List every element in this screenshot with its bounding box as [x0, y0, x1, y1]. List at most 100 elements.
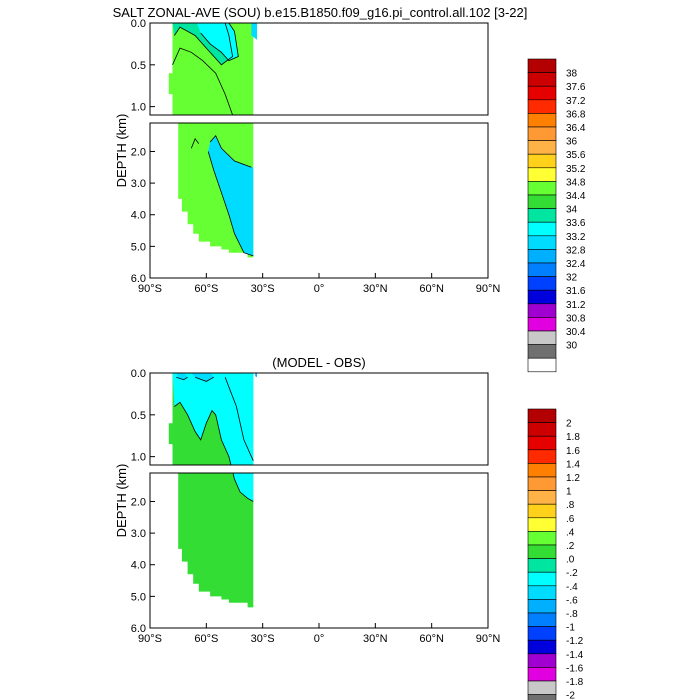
- colorbar-swatch: [527, 680, 557, 695]
- colorbar-label: .4: [566, 527, 575, 538]
- colorbar-label: -.8: [566, 609, 578, 620]
- colorbar-swatch: [527, 344, 557, 359]
- colorbar-label: 1: [566, 487, 572, 498]
- field-region: [251, 23, 257, 40]
- contour-line: [209, 134, 252, 168]
- colorbar-label: -1.6: [566, 663, 584, 674]
- colorbar-swatch: [527, 330, 557, 345]
- contour-line: [174, 401, 232, 465]
- field-upper: [168, 23, 257, 115]
- x-tick-label: 30°N: [363, 283, 388, 295]
- colorbar-label: 32.8: [566, 245, 586, 256]
- colorbar-swatch: [527, 249, 557, 264]
- contour-line: [190, 138, 200, 149]
- colorbar-swatch: [527, 99, 557, 114]
- colorbar-label: .2: [566, 541, 575, 552]
- colorbar-swatch: [527, 490, 557, 505]
- colorbar-swatch: [527, 208, 557, 223]
- colorbar-swatch: [527, 544, 557, 559]
- colorbar-swatch: [527, 85, 557, 101]
- field-region: [255, 373, 257, 378]
- colorbar-swatch: [527, 517, 557, 532]
- colorbar-label: -1.2: [566, 636, 584, 647]
- contour-line: [232, 473, 254, 502]
- colorbar-label: 1.2: [566, 473, 580, 484]
- colorbar-swatch: [527, 289, 557, 305]
- colorbar-label: .0: [566, 555, 575, 566]
- upper-panel-frame: [149, 22, 489, 116]
- colorbar-label: 34.8: [566, 177, 586, 188]
- y-tick-label: 1.0: [131, 102, 146, 114]
- contour-line: [200, 23, 239, 62]
- colorbar-label: 1.4: [566, 459, 580, 470]
- x-tick-label: 0°: [314, 633, 325, 645]
- x-tick-label: 90°S: [138, 283, 162, 295]
- colorbar-swatch: [527, 476, 557, 491]
- y-tick-label: 2.0: [131, 496, 146, 508]
- contour-line: [224, 377, 254, 461]
- colorbar-label: 33.6: [566, 218, 586, 229]
- colorbar-swatch: [527, 140, 557, 155]
- colorbar-label: -.4: [566, 582, 578, 593]
- chart-panel-1: SALT ZONAL-AVE (SOU) b.e15.B1850.f09_g16…: [113, 5, 586, 373]
- field-region: [172, 373, 254, 465]
- colorbar-swatch: [527, 221, 557, 237]
- colorbar-label: .6: [566, 514, 575, 525]
- x-tick-label: 30°S: [251, 633, 275, 645]
- y-tick-label: 0.0: [131, 368, 146, 380]
- colorbar: 38 37.6 37.2 36.8 36.4 36 35.6 35.2 34.8 34.4 34 33…: [527, 58, 586, 373]
- chart-title: SALT ZONAL-AVE (SOU) b.e15.B1850.f09_g16…: [113, 5, 528, 20]
- x-tick-label: 0°: [314, 283, 325, 295]
- colorbar-label: -.6: [566, 595, 578, 606]
- upper-panel-frame: [149, 372, 489, 466]
- colorbar-swatch: [527, 58, 557, 73]
- colorbar-label: 36.8: [566, 109, 586, 120]
- x-tick-label: 90°S: [138, 633, 162, 645]
- field-lower: [178, 123, 254, 258]
- x-tick-label: 60°S: [194, 633, 218, 645]
- colorbar-label: 32: [566, 273, 578, 284]
- field-region: [178, 473, 254, 608]
- x-tick-label: 90°N: [476, 633, 501, 645]
- colorbar-label: -1.8: [566, 677, 584, 688]
- y-tick-label: 3.0: [131, 528, 146, 540]
- y-tick-label: 0.5: [131, 60, 146, 72]
- colorbar-label: 34.4: [566, 191, 586, 202]
- colorbar-label: 30.4: [566, 327, 586, 338]
- chart-title: (MODEL - OBS): [272, 355, 365, 370]
- colorbar-swatch: [527, 531, 557, 546]
- colorbar-label: 36: [566, 137, 578, 148]
- contour-line: [172, 47, 233, 115]
- colorbar-swatch: [527, 153, 557, 169]
- colorbar-swatch: [527, 449, 557, 464]
- y-tick-label: 0.5: [131, 410, 146, 422]
- y-tick-label: 3.0: [131, 178, 146, 190]
- contour-line: [174, 23, 234, 66]
- field-region: [232, 473, 254, 502]
- field-region: [208, 135, 254, 256]
- colorbar-swatch: [527, 167, 557, 182]
- y-tick-label: 4.0: [131, 560, 146, 572]
- x-tick-label: 60°N: [419, 633, 444, 645]
- contour-line: [194, 376, 214, 382]
- colorbar-label: -.2: [566, 568, 578, 579]
- colorbar-swatch: [527, 408, 557, 423]
- colorbar-label: 31.6: [566, 286, 586, 297]
- y-tick-label: 5.0: [131, 591, 146, 603]
- colorbar-label: 37.6: [566, 82, 586, 93]
- colorbar-swatch: [527, 181, 557, 196]
- x-tick-label: 30°S: [251, 283, 275, 295]
- colorbar-swatch: [527, 503, 557, 519]
- y-axis-label: DEPTH (km): [114, 114, 129, 188]
- y-tick-label: 4.0: [131, 210, 146, 222]
- y-tick-label: 1.0: [131, 452, 146, 464]
- colorbar-swatch: [527, 317, 557, 332]
- colorbar-swatch: [527, 72, 557, 87]
- field-upper: [168, 373, 257, 465]
- colorbar-swatch: [527, 435, 557, 451]
- colorbar-label: 30.8: [566, 313, 586, 324]
- colorbar-swatch: [527, 653, 557, 668]
- colorbar-label: 36.4: [566, 123, 586, 134]
- colorbar-swatch: [527, 626, 557, 641]
- x-tick-label: 60°S: [194, 283, 218, 295]
